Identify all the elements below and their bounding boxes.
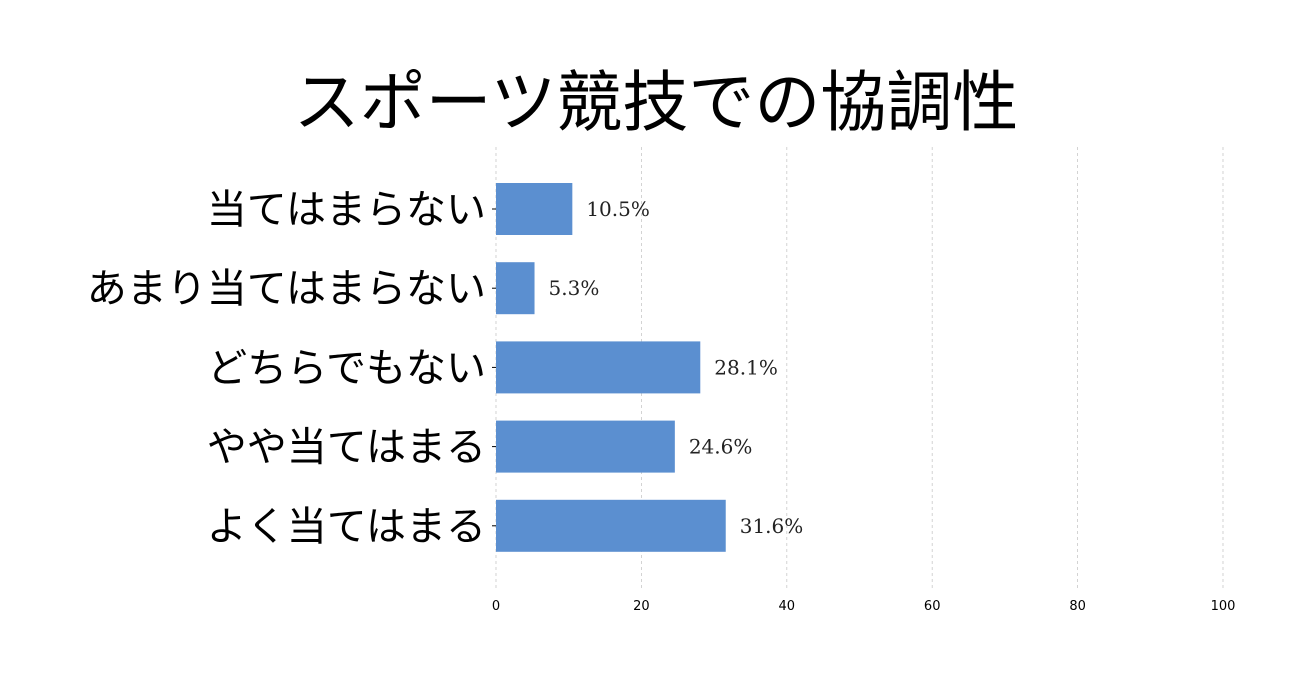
x-tick-label: 60 (924, 599, 941, 614)
value-labels: 10.5% 5.3% 28.1% 24.6% 31.6% (549, 197, 804, 538)
bar (496, 341, 701, 394)
data-label: 24.6% (689, 435, 753, 459)
data-label: 5.3% (549, 276, 600, 300)
x-tick-label: 40 (779, 599, 796, 614)
category-label: あまり当てはまらない (87, 266, 486, 312)
category-label: 当てはまらない (207, 187, 486, 233)
x-tick-label: 20 (633, 599, 650, 614)
x-axis-ticks: 0 20 40 60 80 100 (492, 599, 1236, 614)
category-label: やや当てはまる (207, 425, 486, 471)
data-label: 31.6% (740, 514, 804, 538)
bar (496, 183, 573, 235)
x-tick-label: 100 (1211, 599, 1236, 614)
chart-title: スポーツ競技での協調性 (294, 64, 1019, 141)
x-tick-label: 0 (492, 599, 500, 614)
x-tick-label: 80 (1069, 599, 1086, 614)
bar (496, 499, 726, 552)
bar (496, 262, 535, 315)
data-label: 28.1% (714, 355, 778, 379)
bar (496, 420, 675, 473)
bars (496, 183, 726, 552)
category-label: よく当てはまる (207, 504, 486, 550)
data-label: 10.5% (586, 197, 650, 221)
category-label: どちらでもない (207, 345, 486, 391)
